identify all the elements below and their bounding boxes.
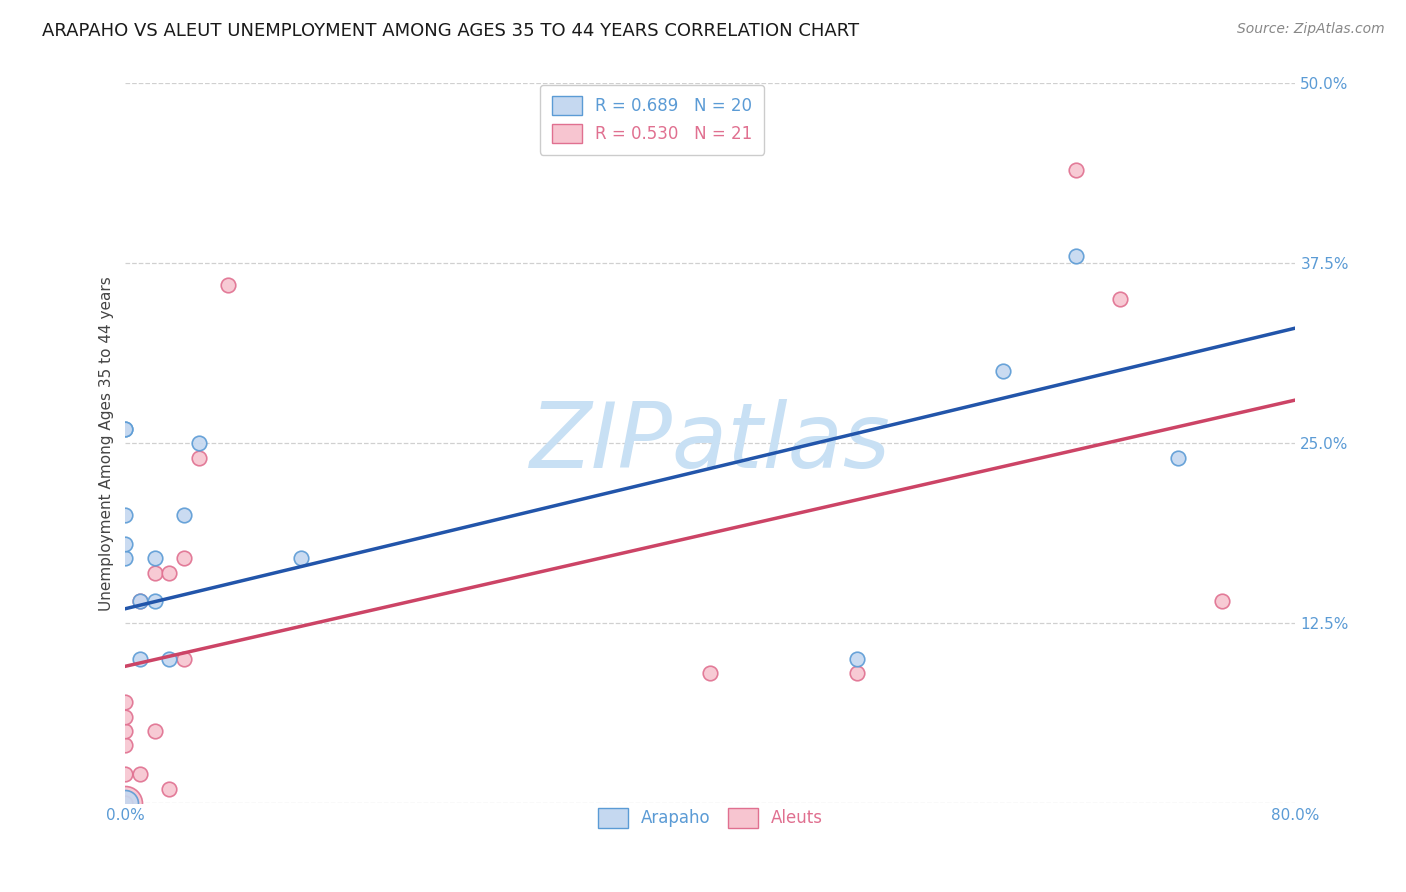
Point xyxy=(845,666,868,681)
Point xyxy=(114,422,136,436)
Text: ZIPatlas: ZIPatlas xyxy=(530,400,891,487)
Point xyxy=(173,652,195,666)
Point xyxy=(114,709,136,723)
Point xyxy=(143,594,166,608)
Text: Source: ZipAtlas.com: Source: ZipAtlas.com xyxy=(1237,22,1385,37)
Point xyxy=(1167,450,1189,465)
Point xyxy=(157,566,180,580)
Point xyxy=(157,652,180,666)
Point xyxy=(129,594,152,608)
Legend: Arapaho, Aleuts: Arapaho, Aleuts xyxy=(592,802,830,834)
Point xyxy=(173,508,195,523)
Point xyxy=(143,551,166,566)
Point xyxy=(187,436,209,450)
Point xyxy=(1064,162,1087,177)
Point xyxy=(114,796,136,810)
Point xyxy=(699,666,721,681)
Point xyxy=(845,652,868,666)
Point xyxy=(187,450,209,465)
Point xyxy=(114,537,136,551)
Point xyxy=(129,767,152,781)
Y-axis label: Unemployment Among Ages 35 to 44 years: Unemployment Among Ages 35 to 44 years xyxy=(100,276,114,610)
Text: ARAPAHO VS ALEUT UNEMPLOYMENT AMONG AGES 35 TO 44 YEARS CORRELATION CHART: ARAPAHO VS ALEUT UNEMPLOYMENT AMONG AGES… xyxy=(42,22,859,40)
Point xyxy=(114,551,136,566)
Point xyxy=(114,796,136,810)
Point xyxy=(157,781,180,796)
Point xyxy=(217,277,239,292)
Point xyxy=(1109,293,1132,307)
Point xyxy=(114,508,136,523)
Point xyxy=(1064,249,1087,263)
Point xyxy=(290,551,312,566)
Point xyxy=(1211,594,1233,608)
Point xyxy=(114,767,136,781)
Point xyxy=(114,422,136,436)
Point xyxy=(173,551,195,566)
Point xyxy=(991,364,1014,378)
Point xyxy=(143,566,166,580)
Point xyxy=(129,652,152,666)
Point xyxy=(114,796,136,810)
Point xyxy=(114,695,136,709)
Point xyxy=(114,739,136,753)
Point xyxy=(114,724,136,739)
Point xyxy=(143,724,166,739)
Point xyxy=(129,594,152,608)
